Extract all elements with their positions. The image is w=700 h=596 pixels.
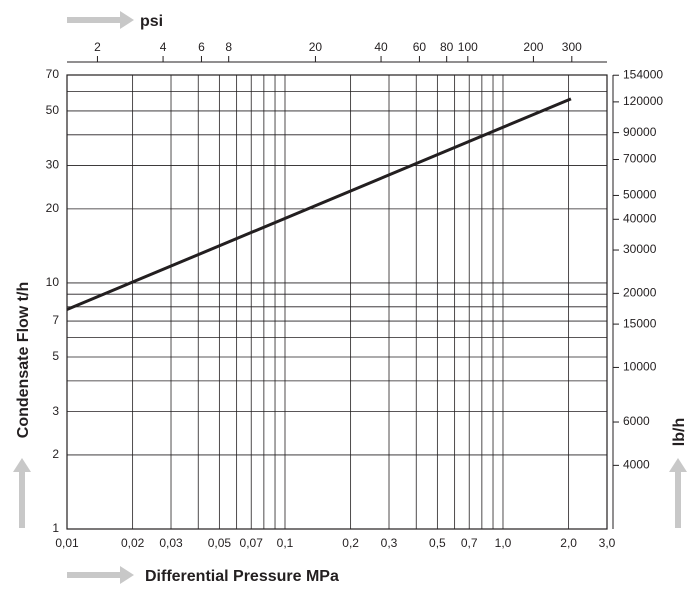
- y-tick-label: 50: [46, 103, 60, 117]
- x2-tick-label: 300: [562, 40, 582, 54]
- y2-tick-label: 50000: [623, 188, 657, 202]
- x-tick-label: 0,07: [240, 536, 264, 550]
- x-tick-label: 0,5: [429, 536, 446, 550]
- y-tick-label: 3: [52, 404, 59, 418]
- x-tick-label: 0,1: [277, 536, 294, 550]
- data-line: [66, 97, 572, 311]
- x-tick-label: 0,02: [121, 536, 145, 550]
- y2-tick-label: 6000: [623, 414, 650, 428]
- y-tick-label: 5: [52, 349, 59, 363]
- x2-tick-label: 60: [413, 40, 427, 54]
- x2-axis-label: psi: [140, 13, 163, 30]
- y-tick-label: 20: [46, 201, 60, 215]
- x2-tick-label: 6: [198, 40, 205, 54]
- y2-tick-label: 120000: [623, 94, 663, 108]
- x2-tick-label: 40: [374, 40, 388, 54]
- x2-tick-label: 2: [94, 40, 101, 54]
- x-tick-label: 1,0: [495, 536, 512, 550]
- x2-tick-label: 20: [309, 40, 323, 54]
- y2-tick-label: 30000: [623, 242, 657, 256]
- plot-frame: [66, 74, 608, 530]
- x2-tick-label: 8: [225, 40, 232, 54]
- y-tick-label: 70: [46, 67, 60, 81]
- x2-tick-label: 200: [523, 40, 543, 54]
- y2-tick-label: 70000: [623, 152, 657, 166]
- x-tick-label: 0,7: [461, 536, 478, 550]
- x-tick-label: 0,05: [208, 536, 232, 550]
- y2-tick-label: 20000: [623, 286, 657, 300]
- y-tick-label: 30: [46, 158, 60, 172]
- x2-tick-label: 80: [440, 40, 454, 54]
- y-tick-label: 1: [52, 521, 59, 535]
- x-tick-label: 0,3: [381, 536, 398, 550]
- x2-tick-label: 4: [160, 40, 167, 54]
- y-tick-label: 7: [52, 313, 59, 327]
- y2-tick-label: 4000: [623, 458, 650, 472]
- x-axis-label: Differential Pressure MPa: [145, 568, 339, 585]
- y-tick-label: 10: [46, 275, 60, 289]
- x-tick-label: 0,2: [342, 536, 359, 550]
- y2-tick-label: 15000: [623, 316, 657, 330]
- y2-tick-label: 40000: [623, 211, 657, 225]
- y2-tick-label: 10000: [623, 360, 657, 374]
- x2-tick-label: 100: [458, 40, 478, 54]
- x-tick-label: 2,0: [560, 536, 577, 550]
- y2-tick-label: 154000: [623, 67, 663, 81]
- y-tick-label: 2: [52, 447, 59, 461]
- x-tick-label: 0,01: [55, 536, 79, 550]
- x-tick-label: 0,03: [159, 536, 183, 550]
- x-tick-label: 3,0: [599, 536, 616, 550]
- arrow: [13, 11, 687, 584]
- y2-tick-label: 90000: [623, 125, 657, 139]
- y-axis-label: Condensate Flow t/h: [15, 282, 32, 438]
- y2-axis-label: lb/h: [671, 418, 688, 446]
